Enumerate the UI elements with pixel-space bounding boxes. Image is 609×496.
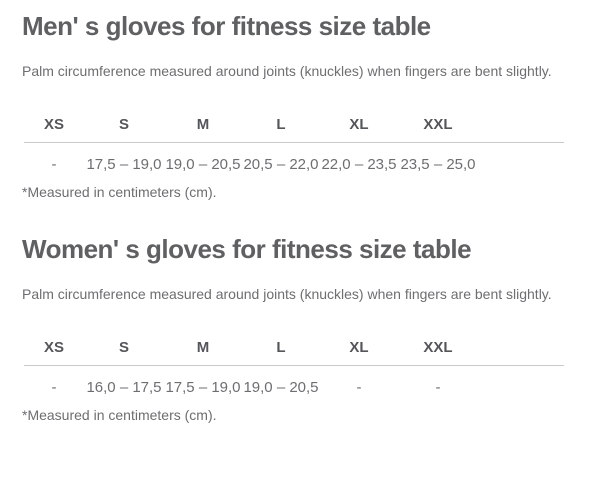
size-column-header-l: L xyxy=(242,322,320,366)
mens-size-value-row: - 17,5 – 19,0 19,0 – 20,5 20,5 – 22,0 22… xyxy=(24,143,564,177)
size-range-s: 17,5 – 19,0 xyxy=(86,156,162,173)
size-range-xxl: 23,5 – 25,0 xyxy=(400,156,476,173)
size-range-m: 19,0 – 20,5 xyxy=(165,156,241,173)
section-mens-gloves: Men' s gloves for fitness size table Pal… xyxy=(22,10,585,201)
size-column-header-m: M xyxy=(164,99,242,143)
spacer-header-cell xyxy=(478,99,564,143)
size-column-header-s: S xyxy=(84,322,164,366)
womens-measurement-footnote: *Measured in centimeters (cm). xyxy=(22,407,217,423)
mens-section-title: Men' s gloves for fitness size table xyxy=(22,11,431,41)
size-range-s: 16,0 – 17,5 xyxy=(86,379,162,396)
size-guide-page: Men' s gloves for fitness size table Pal… xyxy=(22,10,585,424)
mens-size-table: XS S M L XL XXL - 17,5 – 19,0 19,0 – 20,… xyxy=(24,99,564,176)
mens-measurement-footnote: *Measured in centimeters (cm). xyxy=(22,184,217,200)
size-range-l: 20,5 – 22,0 xyxy=(243,156,319,173)
womens-size-table: XS S M L XL XXL - 16,0 – 17,5 17,5 – 19,… xyxy=(24,322,564,399)
size-column-header-m: M xyxy=(164,322,242,366)
size-range-xl: 22,0 – 23,5 xyxy=(321,156,397,173)
mens-size-description: Palm circumference measured around joint… xyxy=(22,63,552,79)
size-column-header-xs: XS xyxy=(24,99,84,143)
mens-size-header-row: XS S M L XL XXL xyxy=(24,99,564,143)
spacer-value-cell xyxy=(478,143,564,177)
size-column-header-xs: XS xyxy=(24,322,84,366)
size-column-header-s: S xyxy=(84,99,164,143)
size-range-xs: - xyxy=(51,379,57,396)
size-column-header-xl: XL xyxy=(320,322,398,366)
spacer-value-cell xyxy=(478,366,564,400)
size-range-xxl: - xyxy=(435,379,441,396)
size-column-header-xxl: XXL xyxy=(398,99,478,143)
size-range-l: 19,0 – 20,5 xyxy=(243,379,319,396)
section-womens-gloves: Women' s gloves for fitness size table P… xyxy=(22,233,585,424)
womens-size-header-row: XS S M L XL XXL xyxy=(24,322,564,366)
size-column-header-l: L xyxy=(242,99,320,143)
spacer-header-cell xyxy=(478,322,564,366)
womens-size-description: Palm circumference measured around joint… xyxy=(22,286,552,302)
womens-section-title: Women' s gloves for fitness size table xyxy=(22,234,472,264)
size-column-header-xxl: XXL xyxy=(398,322,478,366)
size-range-xs: - xyxy=(51,156,57,173)
size-range-xl: - xyxy=(356,379,362,396)
womens-size-value-row: - 16,0 – 17,5 17,5 – 19,0 19,0 – 20,5 - … xyxy=(24,366,564,400)
size-column-header-xl: XL xyxy=(320,99,398,143)
size-range-m: 17,5 – 19,0 xyxy=(165,379,241,396)
